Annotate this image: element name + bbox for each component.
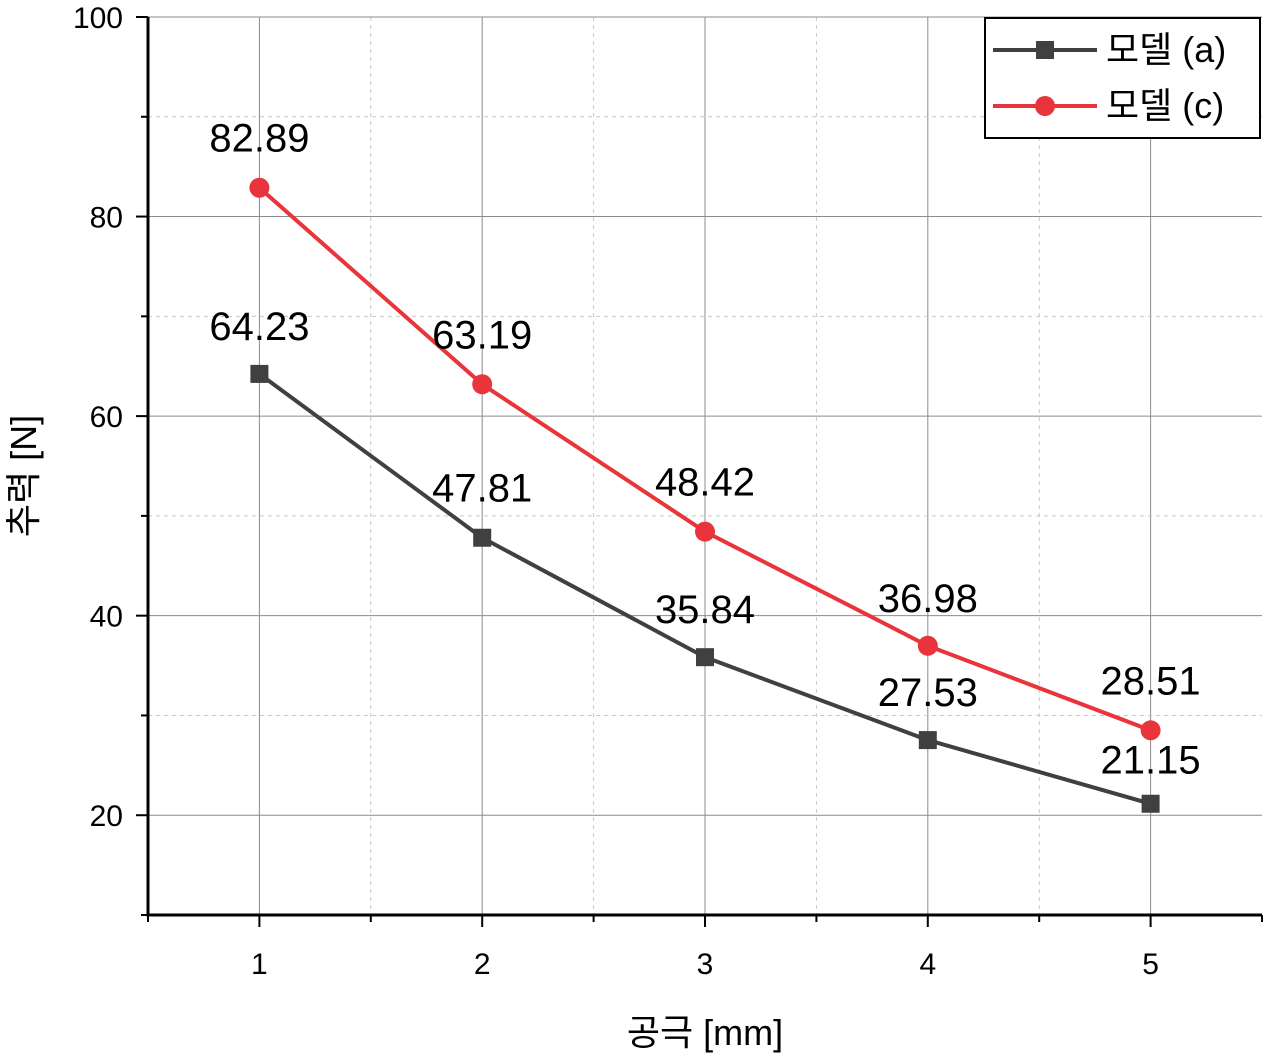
x-tick-label: 5 bbox=[1142, 948, 1159, 981]
legend-entry: 모델 (c) bbox=[993, 85, 1224, 126]
data-label: 36.98 bbox=[878, 577, 978, 621]
data-point-square bbox=[696, 648, 714, 667]
series bbox=[249, 177, 1161, 813]
y-tick-label: 60 bbox=[90, 401, 123, 434]
data-label: 21.15 bbox=[1101, 739, 1201, 783]
data-label: 47.81 bbox=[432, 467, 532, 511]
legend-entry: 모델 (a) bbox=[993, 29, 1226, 70]
data-label: 64.23 bbox=[209, 305, 309, 349]
data-point-circle bbox=[1140, 720, 1161, 741]
x-tick-label: 2 bbox=[474, 948, 491, 981]
y-tick-label: 100 bbox=[73, 2, 123, 35]
data-point-square bbox=[250, 364, 269, 383]
legend: 모델 (a) 모델 (c) bbox=[984, 17, 1261, 139]
data-label: 48.42 bbox=[655, 461, 755, 505]
data-labels: 64.23 47.81 35.84 27.53 21.15 82.89 63.19 48.42… bbox=[209, 117, 1200, 783]
axes: 1 2 3 4 5 20 40 60 80 100 bbox=[73, 2, 1263, 981]
legend-square-marker-icon bbox=[1036, 41, 1054, 59]
y-axis-title: 추력 [N] bbox=[3, 415, 44, 537]
legend-circle-marker-icon bbox=[1035, 96, 1055, 116]
x-tick-label: 1 bbox=[251, 948, 268, 981]
data-point-square bbox=[918, 731, 937, 750]
x-axis-title: 공극 [mm] bbox=[627, 1012, 783, 1053]
x-tick-label: 3 bbox=[697, 948, 714, 981]
data-label: 28.51 bbox=[1101, 659, 1201, 703]
data-label: 27.53 bbox=[878, 671, 978, 715]
legend-box bbox=[984, 17, 1261, 139]
data-point-circle bbox=[249, 177, 270, 198]
data-point-circle bbox=[695, 521, 715, 542]
data-label: 35.84 bbox=[655, 588, 755, 632]
x-tick-label: 4 bbox=[919, 948, 936, 981]
data-point-square bbox=[1141, 794, 1160, 813]
data-label: 63.19 bbox=[432, 313, 532, 357]
data-point-circle bbox=[917, 635, 938, 656]
y-tick-label: 80 bbox=[90, 202, 123, 235]
data-point-circle bbox=[472, 374, 493, 395]
y-tick-label: 20 bbox=[90, 800, 123, 833]
legend-label: 모델 (c) bbox=[1106, 85, 1224, 126]
y-tick-label: 40 bbox=[90, 601, 123, 634]
data-label: 82.89 bbox=[209, 117, 309, 161]
legend-label: 모델 (a) bbox=[1106, 29, 1226, 70]
data-point-square bbox=[473, 528, 492, 547]
